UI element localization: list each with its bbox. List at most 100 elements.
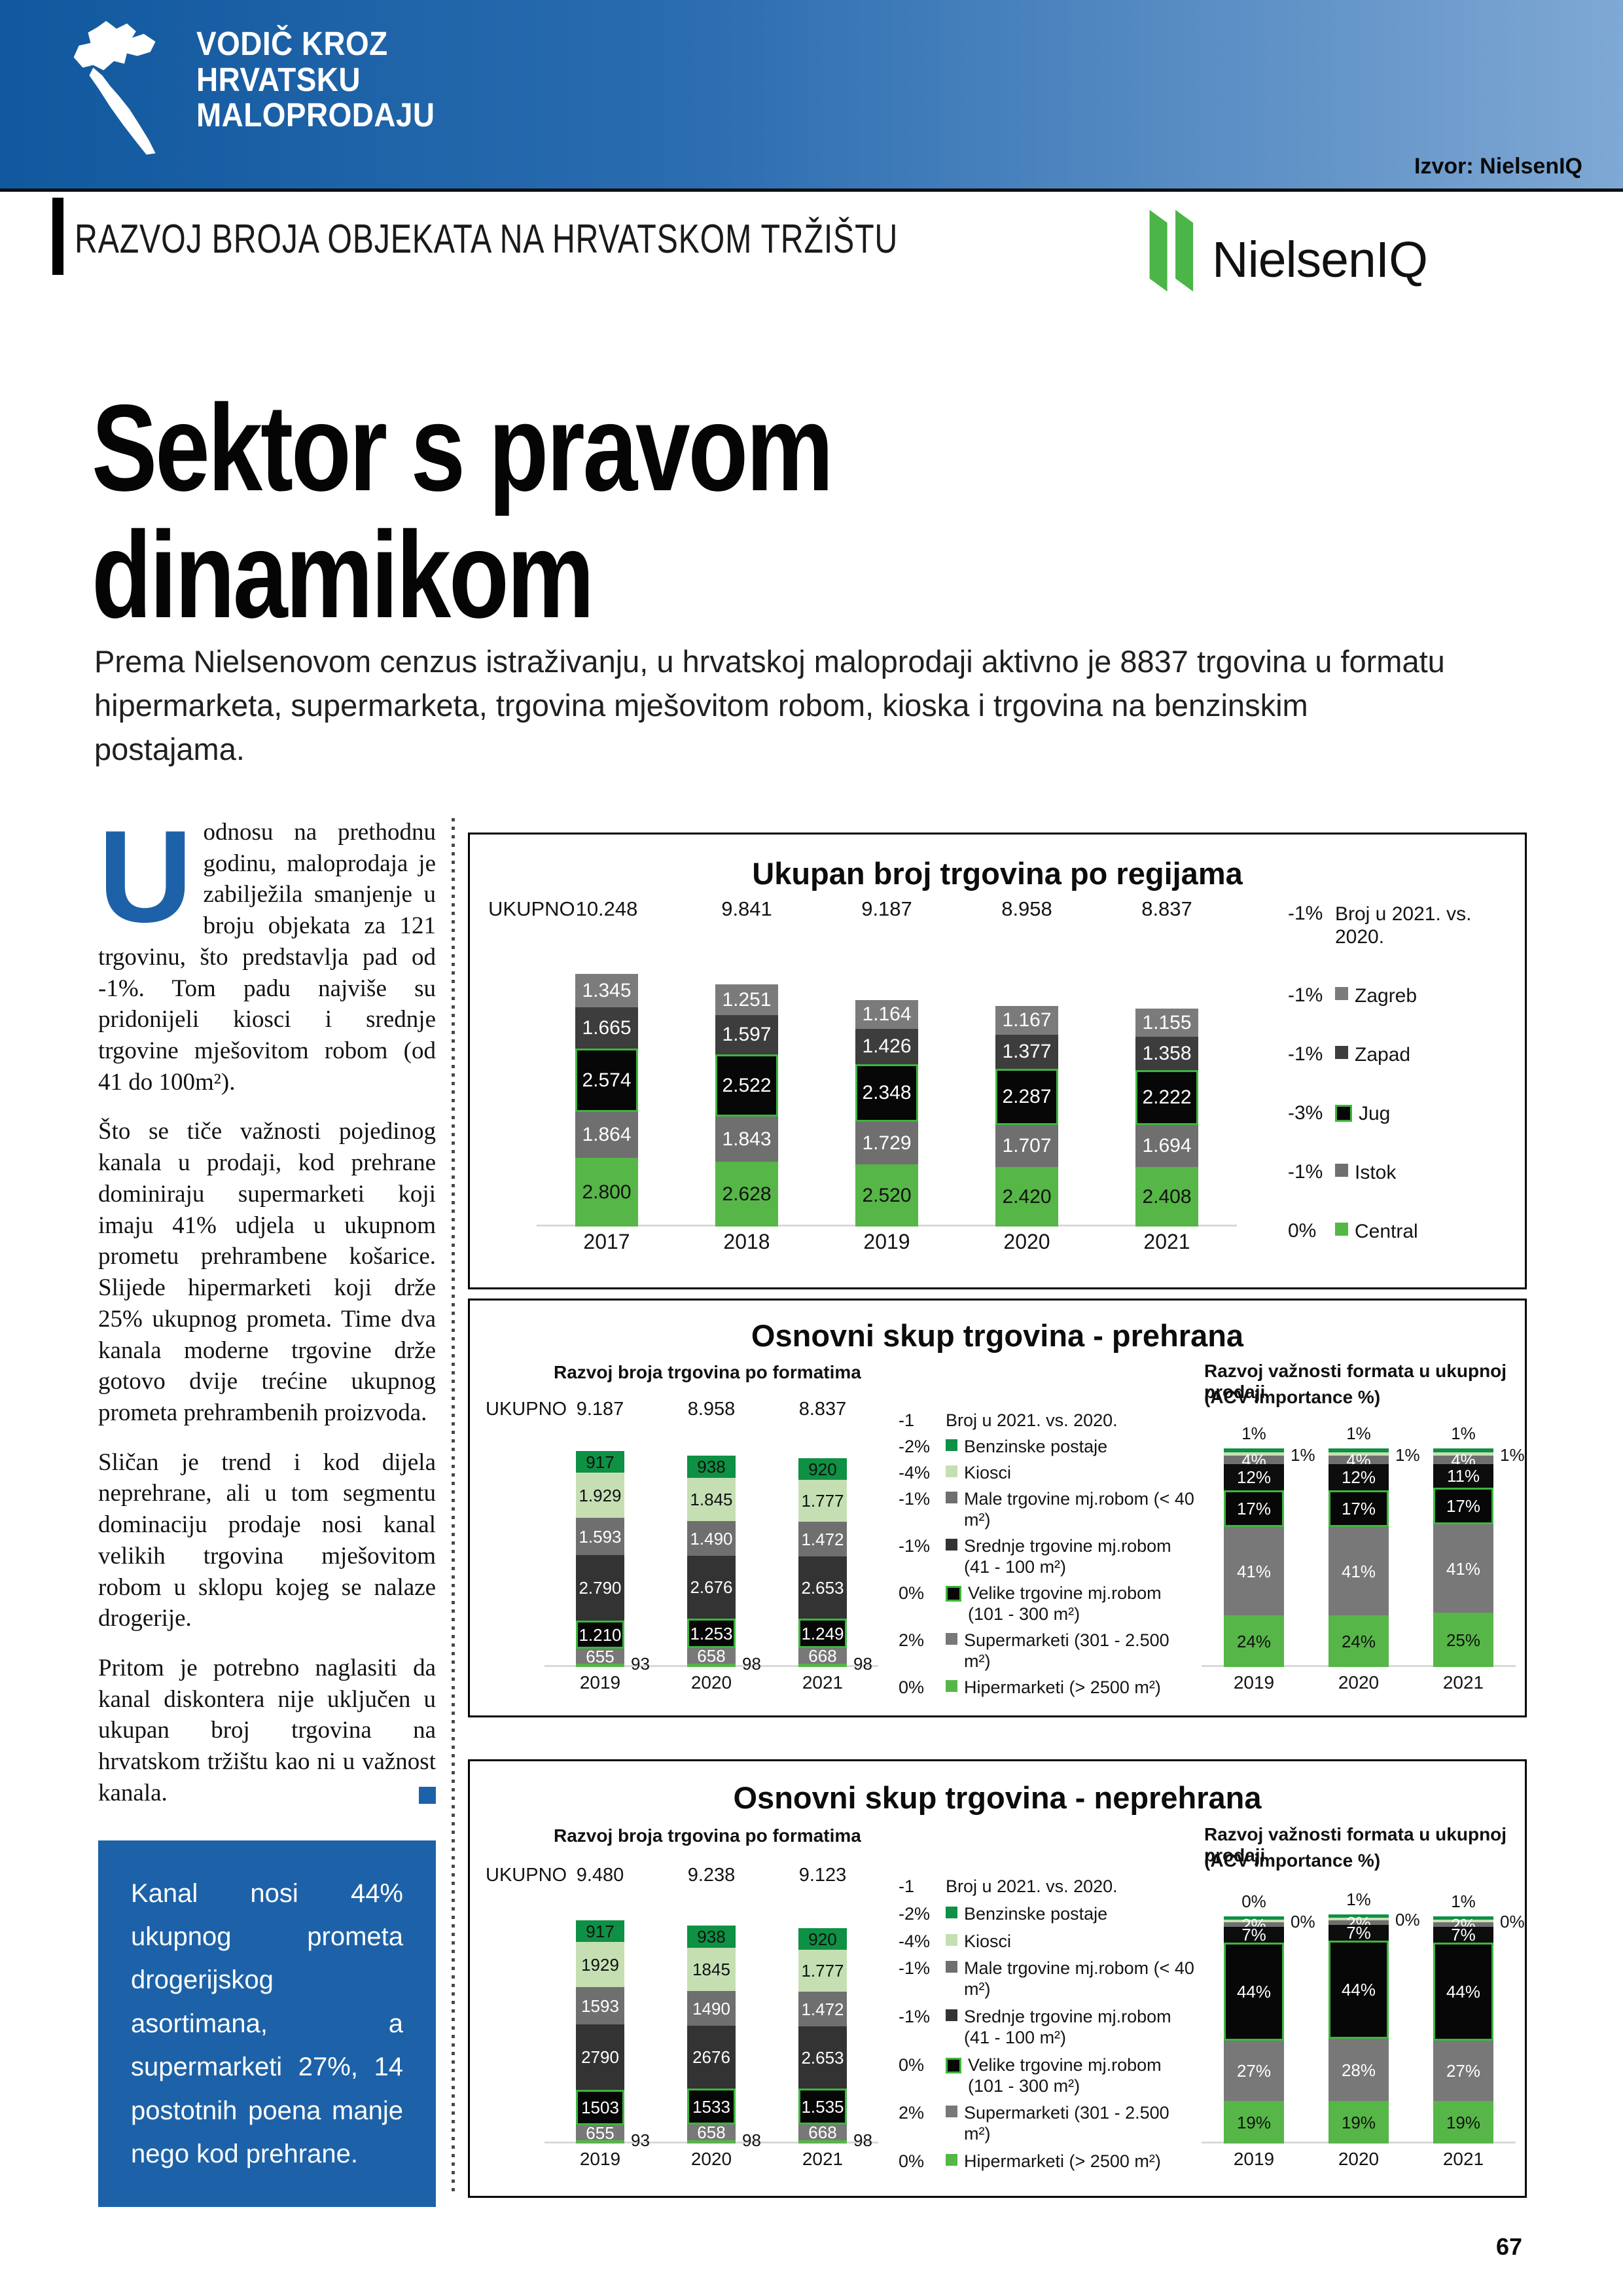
segment-label: 24% — [1341, 1631, 1376, 1651]
segment-label: 1490 — [692, 1998, 730, 2018]
stacked-bar: 2% 7% 44% 27% 19% — [1224, 1916, 1284, 2144]
legend-label: Velike trgovine mj.robom (101 - 300 m²) — [968, 1583, 1162, 1624]
x-axis-tick-label: 2020 — [1338, 1672, 1380, 1693]
legend-label: Hipermarketi (> 2500 m²) — [964, 1677, 1161, 1698]
bar-segment-5: 44% — [1329, 1941, 1389, 2039]
bar-segment-6: 41% — [1224, 1527, 1284, 1615]
legend-swatch-icon — [946, 2009, 957, 2022]
bar-segment-4: 1.694 — [1135, 1125, 1198, 1167]
segment-label: 668 — [808, 2123, 837, 2142]
bar-segment-2: 1845 — [687, 1948, 736, 1991]
bar-column: 9.187 1.164 1.426 2.348 1.729 2.520 2019 — [817, 897, 957, 1254]
total-value: 9.841 — [721, 897, 772, 920]
article-text: odnosu na prethodnu godinu, maloprodaja … — [98, 819, 436, 1096]
bar-segment-4: 2.790 — [576, 1555, 624, 1621]
legend-swatch-icon — [946, 1680, 957, 1693]
bar-segment-3: 4% — [1433, 1452, 1493, 1469]
segment-label: 1.843 — [722, 1128, 772, 1150]
legend-change-value: -4% — [899, 1931, 931, 1951]
segment-label-right: 0% — [1291, 1912, 1315, 1931]
legend-swatch-icon — [946, 2154, 957, 2166]
legend-change-value: -1% — [899, 1958, 931, 1979]
segment-label-above: 1% — [1451, 1892, 1476, 1911]
stacked-bar: 938 1.845 1.490 2.676 1.253 658 — [687, 1456, 736, 1667]
segment-label: 917 — [586, 1921, 615, 1941]
segment-label-right: 0% — [1500, 1912, 1525, 1931]
legend-item: -2% Benzinske postaje — [899, 1904, 1196, 1925]
legend-change-value: 0% — [899, 2054, 925, 2075]
x-axis-tick-label: 2021 — [802, 2149, 844, 2169]
page-headline: Sektor s pravom dinamikom — [92, 384, 834, 638]
bar-segment-1 — [1224, 1916, 1284, 1920]
segment-label: 1.929 — [579, 1485, 622, 1505]
legend-label: Broj u 2021. vs. 2020. — [946, 1410, 1118, 1430]
segment-label: 7% — [1451, 1925, 1476, 1945]
segment-label-right: 98 — [853, 2130, 872, 2150]
x-axis-tick-label: 2019 — [579, 1672, 621, 1693]
panel-prehrana: Osnovni skup trgovina - prehrana Razvoj … — [468, 1299, 1527, 1717]
stacked-bar: 1.155 1.358 2.222 1.694 2.408 — [1135, 1009, 1198, 1227]
top-banner: VODIČ KROZ HRVATSKU MALOPRODAJU Izvor: N… — [0, 0, 1623, 188]
legend-item: -1% Srednje trgovine mj.robom (41 - 100 m²… — [899, 1536, 1196, 1578]
legend-label: Srednje trgovine mj.robom (41 - 100 m²) — [964, 2007, 1171, 2047]
section-title: RAZVOJ BROJA OBJEKATA NA HRVATSKOM TRŽIŠ… — [75, 217, 899, 262]
legend-swatch-icon — [946, 1633, 957, 1645]
legend-swatch-icon — [946, 1586, 961, 1602]
segment-label: 2.420 — [1002, 1185, 1052, 1208]
segment-label: 658 — [697, 2123, 726, 2142]
total-value: 9.187 — [576, 1399, 624, 1420]
bar-segment-7 — [798, 1664, 847, 1667]
stacked-bar: 920 1.777 1.472 2.653 1.249 668 — [798, 1458, 847, 1667]
bar-segment-7 — [576, 1664, 624, 1667]
legend-item: -1% Istok — [1288, 1161, 1514, 1184]
legend-item: -2% Benzinske postaje — [899, 1437, 1196, 1458]
bar-segment-2 — [1329, 1452, 1389, 1456]
segment-label: 7% — [1241, 1925, 1266, 1945]
bar-segment-4: 1.864 — [575, 1112, 638, 1158]
legend-swatch-icon — [1335, 1046, 1348, 1060]
bar-segment-5: 2.520 — [855, 1164, 918, 1227]
bar-column: 1% 0% 2% 7% 44% 27% 19% 2021 — [1411, 1865, 1525, 2170]
bar-segment-1: 917 — [576, 1451, 624, 1473]
legend-label: Supermarketi (301 - 2.500 m²) — [964, 1630, 1169, 1671]
segment-label: 1.593 — [579, 1526, 622, 1547]
segment-label-above: 1% — [1346, 1890, 1371, 1909]
x-axis-tick-label: 2018 — [723, 1230, 770, 1253]
bar-segment-5: 1533 — [687, 2089, 736, 2125]
x-axis-tick-label: 2019 — [863, 1230, 910, 1253]
bar-segment-6: 28% — [1329, 2039, 1389, 2101]
legend-change-value: -1% — [899, 1536, 931, 1556]
bar-segment-7: 19% — [1224, 2101, 1284, 2144]
segment-label-right: 98 — [742, 1654, 761, 1674]
bar-segment-4: 2.653 — [798, 1556, 847, 1619]
segment-label: 1.345 — [582, 979, 632, 1001]
bar-segment-5: 1.253 — [687, 1619, 736, 1648]
neprehrana-legend: -1 Broj u 2021. vs. 2020. -2% Benzinske pos… — [899, 1876, 1196, 2172]
article-paragraph: Sličan je trend i kod dijela neprehrane,… — [98, 1448, 436, 1632]
legend-swatch-icon — [1335, 1163, 1348, 1177]
legend-change-value: 2% — [899, 2103, 925, 2123]
bar-segment-3: 1.472 — [798, 1992, 847, 2026]
legend-title-row: -1 Broj u 2021. vs. 2020. — [899, 1410, 1196, 1431]
bar-segment-3: 4% — [1224, 1452, 1284, 1469]
legend-label: Broj u 2021. vs. 2020. — [946, 1876, 1118, 1896]
subchart-title: Razvoj broja trgovina po formatima — [554, 1362, 861, 1382]
legend-change-value: -1% — [1288, 903, 1323, 924]
bar-column: 1% 1% 4% 12% 17% 41% 24% 2019 — [1202, 1399, 1315, 1693]
bar-column: 1% 0% 2% 7% 44% 28% 19% 2020 — [1306, 1865, 1420, 2170]
bar-segment-5: 1.210 — [576, 1621, 624, 1649]
segment-label: 1.167 — [1002, 1009, 1052, 1031]
segment-label: 2.522 — [722, 1074, 772, 1096]
legend-label: Benzinske postaje — [964, 1437, 1108, 1457]
chart-title: Ukupan broj trgovina po regijama — [752, 856, 1243, 891]
bar-segment-4: 2790 — [576, 2024, 624, 2090]
legend-swatch-icon — [1335, 1222, 1348, 1236]
segment-label: 1.777 — [801, 1961, 844, 1981]
legend-swatch-icon — [946, 2057, 961, 2073]
total-value: 9.238 — [687, 1865, 736, 1886]
segment-label: 24% — [1236, 1631, 1272, 1651]
segment-label: 1.249 — [801, 1623, 844, 1643]
bar-segment-2 — [1329, 1918, 1389, 1920]
bar-segment-4: 1.729 — [855, 1122, 918, 1164]
